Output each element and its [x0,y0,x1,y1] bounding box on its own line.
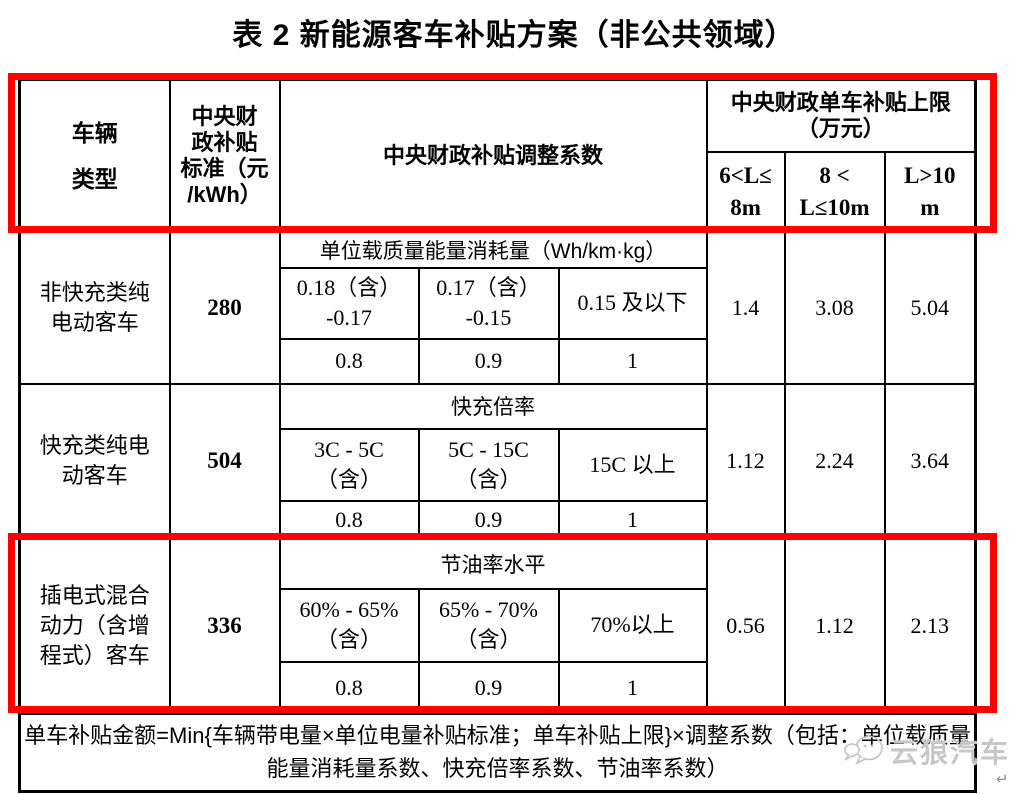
paragraph-return-mark: ↵ [996,770,1009,788]
cell-coefficient-2: 0.9 [417,499,560,540]
cell-range-2: 5C - 15C （含） [417,427,560,502]
cell-range-1: 0.18（含） -0.17 [278,266,420,340]
cell-range-2: 65% - 70% （含） [417,587,560,663]
cell-range-3: 15C 以上 [557,427,708,502]
cell-vehicle-type: 插电式混合 动力（含增 程式）客车 [18,537,171,715]
header-vehicle-type: 车辆 类型 [18,78,171,233]
cell-coefficient-2: 0.9 [417,660,560,715]
cell-cap-over-10m: 5.04 [883,230,977,385]
cell-cap-6-8m: 1.4 [705,230,786,385]
cell-coefficient-1: 0.8 [278,337,420,385]
cell-coefficient-3: 1 [557,660,708,715]
wechat-chat-bubbles-icon [843,735,883,765]
header-cap-length-6-8m: 6<L≤ 8m [705,150,786,233]
cell-coefficient-3: 1 [557,337,708,385]
cell-subsidy-standard: 336 [168,537,281,715]
cell-criteria-title: 单位载质量能量消耗量（Wh/km·kg） [278,230,708,269]
cell-cap-6-8m: 0.56 [705,537,786,715]
watermark: 云狼汽车 [843,731,1010,771]
subsidy-table: 车辆 类型 中央财 政补贴 标准（元 /kWh） 中央财政补贴调整系数 中央财政… [18,78,978,793]
cell-cap-8-10m: 3.08 [783,230,886,385]
header-adjustment-coefficient: 中央财政补贴调整系数 [278,78,708,233]
cell-coefficient-3: 1 [557,499,708,540]
cell-vehicle-type: 快充类纯电 动客车 [18,382,171,540]
header-cap-length-8-10m: 8 < L≤10m [783,150,886,233]
cell-range-3: 0.15 及以下 [557,266,708,340]
cell-cap-8-10m: 1.12 [783,537,886,715]
cell-coefficient-2: 0.9 [417,337,560,385]
cell-subsidy-standard: 280 [168,230,281,385]
header-cap: 中央财政单车补贴上限 （万元） [705,78,977,153]
cell-range-1: 3C - 5C （含） [278,427,420,502]
cell-criteria-title: 快充倍率 [278,382,708,430]
cell-subsidy-standard: 504 [168,382,281,540]
watermark-label: 云狼汽车 [890,737,1011,768]
cell-criteria-title: 节油率水平 [278,537,708,590]
header-cap-length-over-10m: L>10 m [883,150,977,233]
cell-cap-over-10m: 2.13 [883,537,977,715]
table-row-plug-in-hybrid: 插电式混合 动力（含增 程式）客车 336 节油率水平 0.56 1.12 2.… [18,537,977,715]
cell-cap-8-10m: 2.24 [783,382,886,540]
table-row-fast-charging-bev: 快充类纯电 动客车 504 快充倍率 1.12 2.24 3.64 [18,382,977,540]
cell-cap-over-10m: 3.64 [883,382,977,540]
cell-cap-6-8m: 1.12 [705,382,786,540]
cell-range-3: 70%以上 [557,587,708,663]
cell-coefficient-1: 0.8 [278,499,420,540]
table-row-non-fast-charging-bev: 非快充类纯 电动客车 280 单位载质量能量消耗量（Wh/km·kg） 1.4 … [18,230,977,385]
cell-range-2: 0.17（含） -0.15 [417,266,560,340]
header-subsidy-standard: 中央财 政补贴 标准（元 /kWh） [168,78,281,233]
cell-coefficient-1: 0.8 [278,660,420,715]
cell-range-1: 60% - 65% （含） [278,587,420,663]
cell-vehicle-type: 非快充类纯 电动客车 [18,230,171,385]
table-footnote: 单车补贴金额=Min{车辆带电量×单位电量补贴标准；单车补贴上限}×调整系数（包… [18,712,977,793]
page-title: 表 2 新能源客车补贴方案（非公共领域） [232,19,796,52]
